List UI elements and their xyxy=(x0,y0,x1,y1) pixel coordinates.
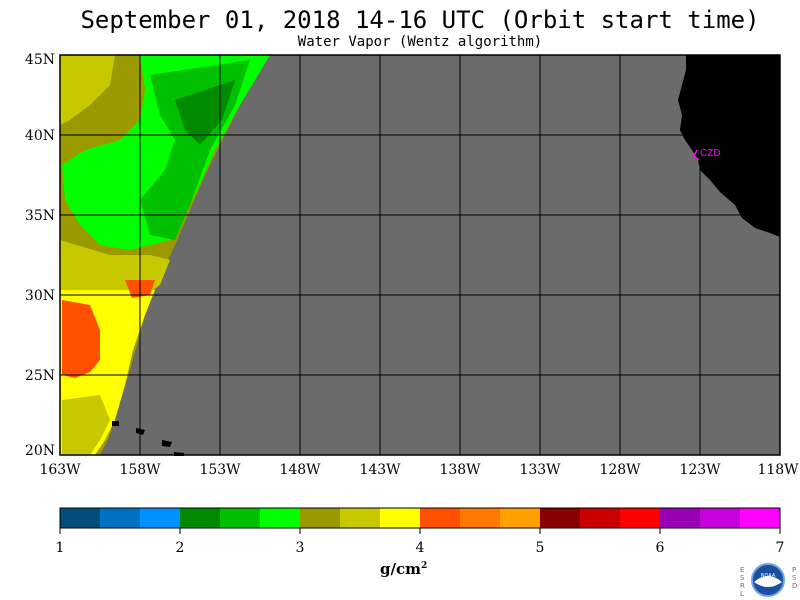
colorbar-swatch xyxy=(420,508,461,528)
svg-text:L: L xyxy=(740,590,744,598)
colorbar-swatch xyxy=(300,508,341,528)
colorbar-swatch xyxy=(220,508,261,528)
svg-text:D: D xyxy=(792,582,797,590)
colorbar-swatch xyxy=(660,508,701,528)
colorbar-tick-label: 5 xyxy=(536,540,545,556)
lat-label: 45N xyxy=(25,52,55,68)
lat-label: 40N xyxy=(25,128,55,144)
colorbar-tick-label: 6 xyxy=(656,540,665,556)
lat-label: 20N xyxy=(25,443,55,459)
colorbar-swatch xyxy=(460,508,501,528)
lat-label: 35N xyxy=(25,208,55,224)
swath-light-olive-southtip xyxy=(62,395,110,455)
swath-orange-west xyxy=(62,300,100,378)
water-vapor-swath xyxy=(60,55,270,455)
colorbar-swatch xyxy=(740,508,781,528)
colorbar-swatch xyxy=(580,508,621,528)
lon-label: 118W xyxy=(757,462,799,478)
lat-label: 30N xyxy=(25,288,55,304)
map-title: September 01, 2018 14-16 UTC (Orbit star… xyxy=(80,6,760,34)
colorbar-swatch xyxy=(60,508,101,528)
colorbar-tick-label: 2 xyxy=(176,540,185,556)
lon-label: 163W xyxy=(39,462,81,478)
svg-text:P: P xyxy=(792,566,796,574)
lon-label: 153W xyxy=(199,462,241,478)
north-america-land xyxy=(678,55,780,237)
lon-label: 158W xyxy=(119,462,161,478)
logo-center-text: NOAA xyxy=(761,573,776,579)
units-label: g/cm2 xyxy=(380,560,428,578)
colorbar-swatch xyxy=(260,508,301,528)
colorbar-swatch xyxy=(700,508,741,528)
lon-label: 143W xyxy=(359,462,401,478)
noaa-esrl-psd-logo: E S R L NOAA P S D xyxy=(740,563,797,598)
colorbar-swatch xyxy=(180,508,221,528)
colorbar-swatch xyxy=(340,508,381,528)
colorbar-swatch xyxy=(500,508,541,528)
colorbar-tick-label: 7 xyxy=(776,540,785,556)
island-maui xyxy=(162,440,172,447)
latitude-axis: 45N 40N 35N 30N 25N 20N xyxy=(25,52,55,459)
map-subtitle: Water Vapor (Wentz algorithm) xyxy=(297,34,543,50)
colorbar-swatch xyxy=(380,508,421,528)
colorbar-tick-label: 3 xyxy=(296,540,305,556)
colorbar xyxy=(59,507,781,529)
colorbar-swatch xyxy=(100,508,141,528)
station-label: CZD xyxy=(700,148,721,159)
colorbar-swatch xyxy=(540,508,581,528)
svg-text:S: S xyxy=(740,574,745,582)
lon-label: 138W xyxy=(439,462,481,478)
lon-label: 128W xyxy=(599,462,641,478)
lon-label: 148W xyxy=(279,462,321,478)
map-gridlines xyxy=(60,55,780,455)
lat-label: 25N xyxy=(25,368,55,384)
colorbar-tick-label: 1 xyxy=(56,540,65,556)
longitude-axis: 163W 158W 153W 148W 143W 138W 133W 128W … xyxy=(39,462,799,478)
map-frame xyxy=(59,54,781,456)
svg-text:S: S xyxy=(792,574,797,582)
colorbar-ticks: 1 2 3 4 5 6 7 xyxy=(56,528,785,556)
lon-label: 123W xyxy=(679,462,721,478)
station-marker-icon xyxy=(693,149,700,161)
station-marker: CZD xyxy=(693,148,721,161)
colorbar-tick-label: 4 xyxy=(416,540,425,556)
colorbar-swatch xyxy=(620,508,661,528)
swath-light-olive xyxy=(60,55,115,125)
colorbar-swatch xyxy=(140,508,181,528)
lon-label: 133W xyxy=(519,462,561,478)
svg-text:E: E xyxy=(740,566,744,574)
svg-text:R: R xyxy=(740,582,745,590)
island-kauai xyxy=(112,421,119,426)
